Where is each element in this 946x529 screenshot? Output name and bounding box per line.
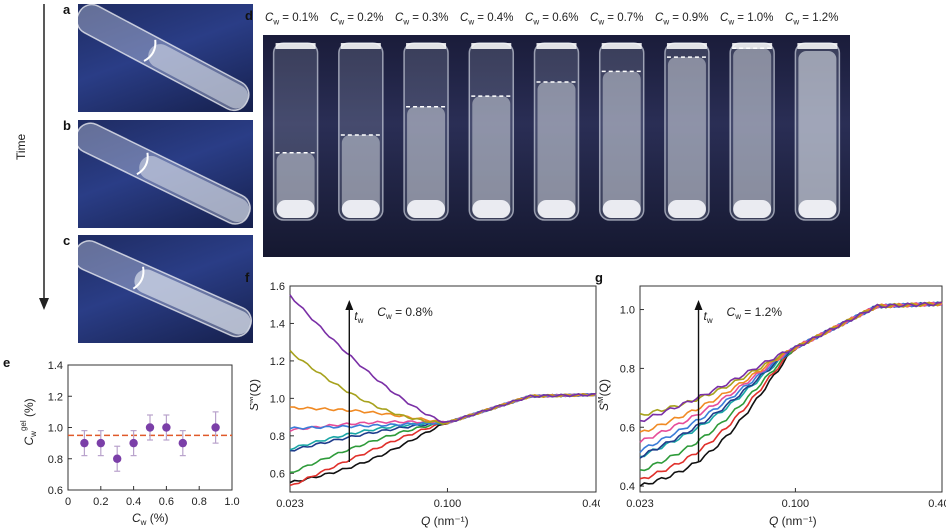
concentration-label: Cw = 0.2% <box>330 12 384 27</box>
panel-label-e: e <box>3 355 11 370</box>
plot-frame <box>639 285 943 493</box>
y-tick-label: 1.4 <box>48 360 63 372</box>
y-tick-label: 1.2 <box>48 391 63 403</box>
concentration-label: Cw = 0.6% <box>525 12 579 27</box>
y-tick-label: 0.6 <box>620 422 635 434</box>
chart-e: 0.6 0.8 1.0 1.2 1.4 0 0.2 0.4 0.6 0.8 1.0 Cw (%) Cwg… <box>19 360 240 527</box>
data-point <box>145 414 155 441</box>
x-tick-label: 0.400 <box>928 498 946 510</box>
series-line-olive <box>289 349 597 425</box>
data-point <box>178 430 187 457</box>
panel-label-f: f <box>245 270 250 285</box>
tube <box>598 42 645 221</box>
concentration-label: Cw = 1.0% <box>720 12 774 27</box>
data-point <box>129 430 138 457</box>
photo-tube-b <box>78 120 253 228</box>
time-arrow-head <box>345 300 354 310</box>
x-tick-label: 0.4 <box>126 496 141 508</box>
y-axis-label: Cwgel (%) <box>19 398 38 445</box>
series-line-purple <box>639 301 943 423</box>
x-axis-label: Cw (%) <box>132 511 168 527</box>
y-tick-label: 0.8 <box>270 431 285 443</box>
y-tick-label: 0.4 <box>620 481 635 493</box>
photo-tube-a <box>78 4 253 112</box>
tube <box>468 42 515 221</box>
series-line-green <box>639 301 943 472</box>
x-tick-label: 0.6 <box>159 496 174 508</box>
x-tick-label: 0.400 <box>582 498 600 510</box>
concentration-label: Cw = 0.3% <box>395 12 449 27</box>
x-axis-label: Q (nm⁻¹) <box>769 514 817 528</box>
y-tick-label: 1.4 <box>270 318 285 330</box>
arrow-label: tw <box>704 309 713 325</box>
x-axis-label: Q (nm⁻¹) <box>421 514 469 528</box>
tube <box>729 42 775 221</box>
series-line-green <box>289 392 597 474</box>
panel-label-d: d <box>245 8 253 23</box>
data-point <box>80 430 89 457</box>
x-tick-label: 0.100 <box>782 498 810 510</box>
annotation: Cw = 1.2% <box>727 305 783 321</box>
series-line-olive <box>639 301 943 416</box>
panel-label-c: c <box>63 233 71 248</box>
arrow-label: tw <box>354 309 363 325</box>
y-tick-label: 1.2 <box>270 356 285 368</box>
tube <box>794 42 841 221</box>
time-label: Time <box>14 133 28 160</box>
time-arrow-head <box>694 300 703 310</box>
data-point <box>211 411 220 444</box>
photo-tube-array <box>263 35 850 257</box>
x-tick-label: 0.100 <box>434 498 462 510</box>
x-tick-label: 0.8 <box>192 496 207 508</box>
concentration-label: Cw = 0.7% <box>590 12 644 27</box>
annotation: Cw = 0.8% <box>377 305 433 321</box>
y-tick-label: 0.6 <box>48 485 63 497</box>
y-tick-label: 1.6 <box>270 281 285 293</box>
y-axis-label: SM(Q) <box>598 379 611 411</box>
data-point <box>113 445 122 472</box>
series-line-red <box>639 301 943 480</box>
concentration-label: Cw = 0.1% <box>265 12 319 27</box>
series-line-orange <box>289 392 597 425</box>
y-tick-label: 0.8 <box>48 454 63 466</box>
concentration-label: Cw = 0.9% <box>655 12 709 27</box>
series-line-pink <box>289 392 597 433</box>
x-tick-label: 0 <box>65 496 71 508</box>
series-line-orange <box>639 301 943 433</box>
y-tick-label: 0.6 <box>270 468 285 480</box>
y-tick-label: 1.0 <box>270 393 285 405</box>
chart-f: 0.6 0.8 1.0 1.2 1.4 1.6 0.023 0.100 0.400 tw Cw = … <box>250 281 600 528</box>
panel-label-a: a <box>63 2 71 17</box>
tube <box>272 42 319 221</box>
y-tick-label: 1.0 <box>48 423 63 435</box>
y-tick-label: 1.0 <box>620 305 635 317</box>
x-tick-label: 0.023 <box>276 498 304 510</box>
tube <box>403 42 449 221</box>
y-tick-label: 0.8 <box>620 363 635 375</box>
data-point <box>96 430 106 457</box>
series-line-black <box>289 393 597 484</box>
concentration-label: Cw = 1.2% <box>785 12 839 27</box>
panel-label-b: b <box>63 118 71 133</box>
series-line-purple <box>289 294 597 424</box>
x-tick-label: 0.023 <box>626 498 654 510</box>
tube <box>533 42 580 221</box>
data-point <box>162 414 171 441</box>
x-tick-label: 1.0 <box>224 496 239 508</box>
time-arrow <box>39 4 49 310</box>
concentration-labels: Cw = 0.1% Cw = 0.2% Cw = 0.3% Cw = 0.4% Cw =… <box>265 12 850 28</box>
panel-label-g: g <box>595 270 603 285</box>
tube <box>338 42 384 221</box>
x-tick-label: 0.2 <box>93 496 108 508</box>
tube <box>664 42 710 221</box>
plot-frame <box>289 285 597 493</box>
y-axis-label: SM(Q) <box>250 379 261 411</box>
photo-tube-c <box>78 235 253 343</box>
concentration-label: Cw = 0.4% <box>460 12 514 27</box>
chart-g: 0.4 0.6 0.8 1.0 0.023 0.100 0.400 tw Cw = 1.2% Q … <box>598 285 946 528</box>
series-line-blue <box>639 301 943 454</box>
series-line-pink <box>639 301 943 444</box>
